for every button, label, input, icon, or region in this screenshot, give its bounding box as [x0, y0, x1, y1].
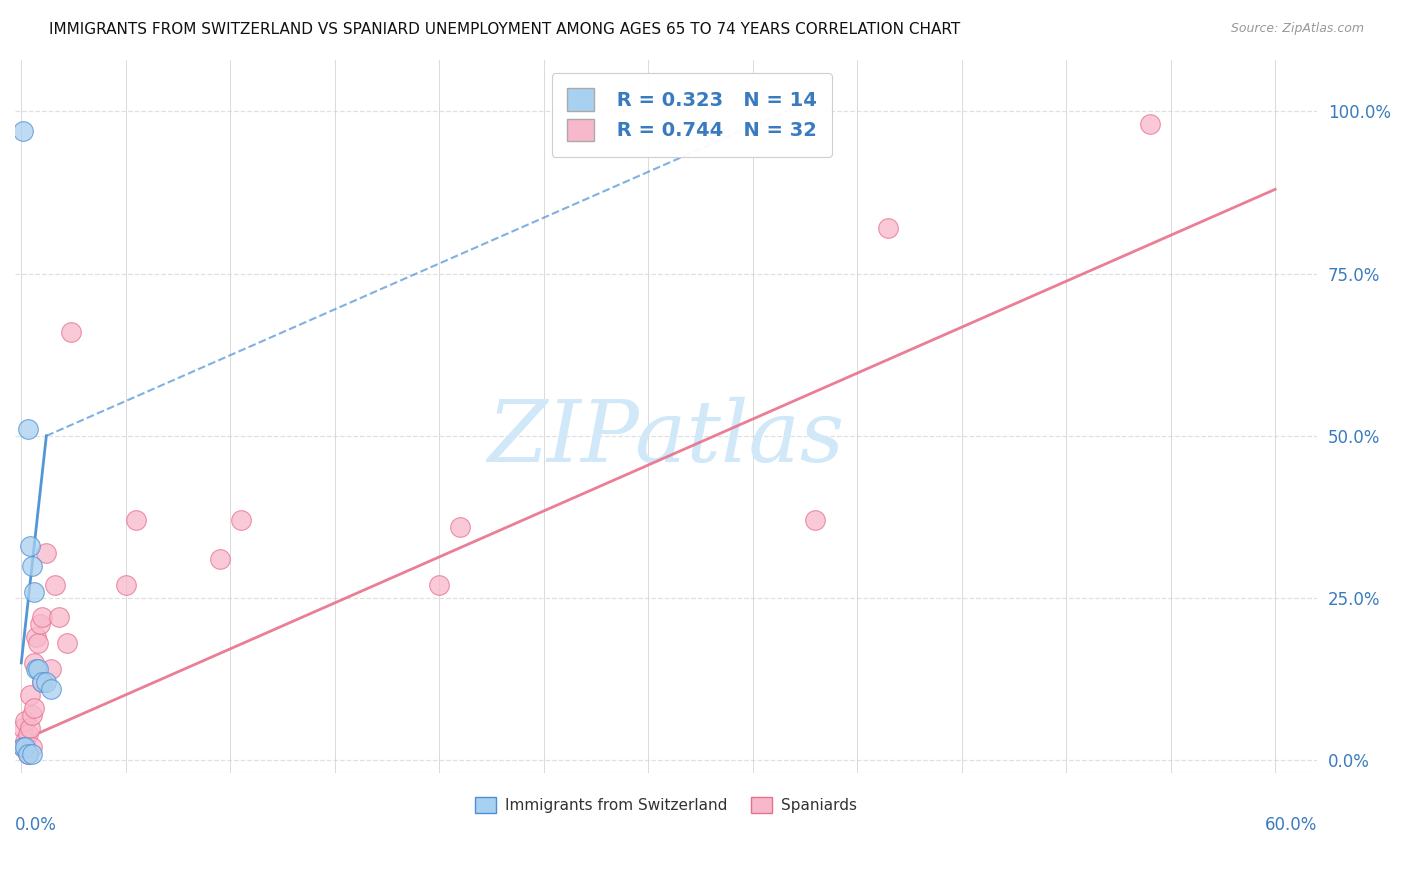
Point [22, 584, 45, 599]
Point [125, 513, 148, 527]
Point [30, 617, 52, 632]
Text: Source: ZipAtlas.com: Source: ZipAtlas.com [1230, 22, 1364, 36]
Text: 60.0%: 60.0% [1264, 816, 1317, 834]
Point [60, 325, 83, 339]
Point [13, 740, 35, 755]
Point [17, 747, 39, 761]
Point [21, 707, 44, 722]
Point [56, 636, 79, 650]
Point [14, 714, 37, 729]
Point [35, 546, 58, 560]
Point [114, 578, 136, 592]
Point [21, 747, 44, 761]
Point [25, 662, 48, 676]
Text: ZIPatlas: ZIPatlas [488, 396, 845, 479]
Point [31, 610, 53, 624]
Point [22, 656, 45, 670]
Point [208, 552, 231, 566]
Text: IMMIGRANTS FROM SWITZERLAND VS SPANIARD UNEMPLOYMENT AMONG AGES 65 TO 74 YEARS C: IMMIGRANTS FROM SWITZERLAND VS SPANIARD … [49, 22, 960, 37]
Point [18, 721, 41, 735]
Point [427, 578, 450, 592]
Point [14, 740, 37, 755]
Point [18, 539, 41, 553]
Legend: Immigrants from Switzerland, Spaniards: Immigrants from Switzerland, Spaniards [468, 791, 863, 819]
Point [25, 630, 48, 644]
Point [27, 662, 49, 676]
Point [17, 727, 39, 741]
Point [877, 221, 900, 235]
Text: 0.0%: 0.0% [15, 816, 56, 834]
Point [21, 558, 44, 573]
Point [44, 578, 66, 592]
Point [39, 681, 62, 696]
Point [17, 422, 39, 436]
Point [1139, 118, 1161, 132]
Point [48, 610, 70, 624]
Point [449, 519, 471, 533]
Point [31, 675, 53, 690]
Point [13, 740, 35, 755]
Point [13, 721, 35, 735]
Point [22, 701, 45, 715]
Point [229, 513, 252, 527]
Point [31, 675, 53, 690]
Point [13, 124, 35, 138]
Point [39, 662, 62, 676]
Point [21, 740, 44, 755]
Point [27, 636, 49, 650]
Point [18, 689, 41, 703]
Point [14, 733, 37, 747]
Point [17, 747, 39, 761]
Point [35, 675, 58, 690]
Point [804, 513, 827, 527]
